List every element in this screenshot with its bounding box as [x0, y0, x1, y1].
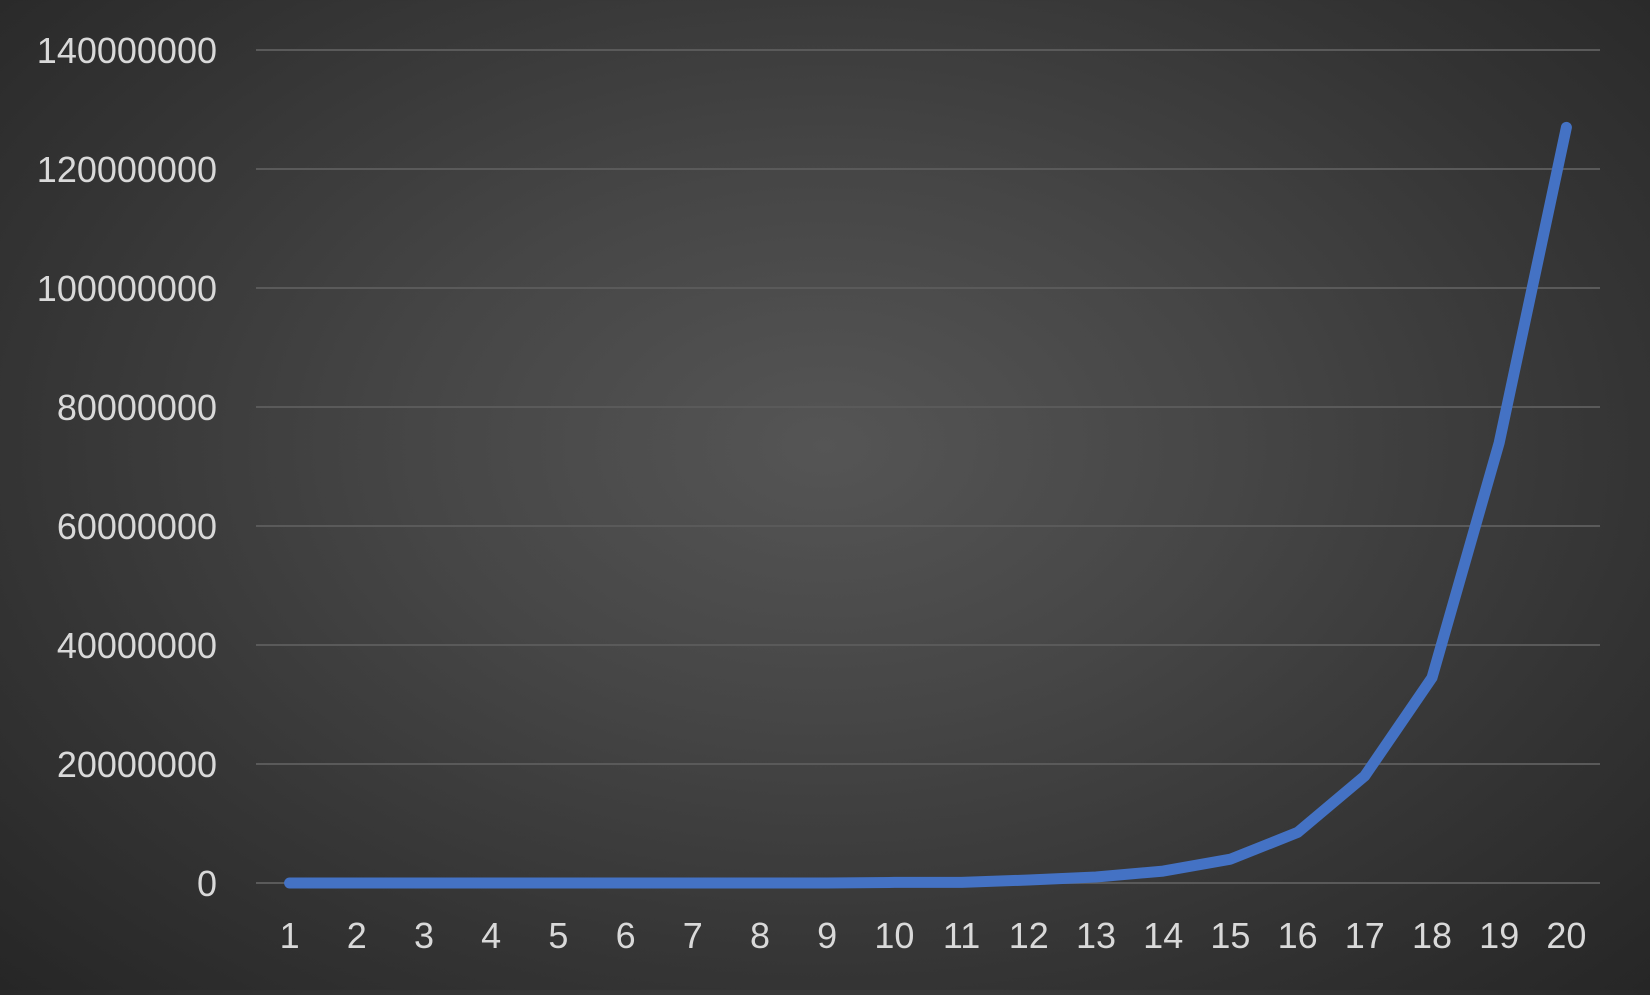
x-tick-label: 18: [1412, 915, 1452, 956]
x-tick-label: 5: [548, 915, 568, 956]
x-tick-label: 11: [943, 915, 980, 956]
x-axis-tick-labels: 1 2 3 4 5 6 7 8 9 10 11 12 13 14 15 16 17 18 19 20: [280, 915, 1587, 956]
y-tick-label: 140000000: [37, 30, 217, 71]
x-tick-label: 1: [280, 915, 300, 956]
x-tick-label: 15: [1210, 915, 1250, 956]
x-tick-label: 17: [1345, 915, 1385, 956]
y-tick-label: 20000000: [57, 744, 217, 785]
y-tick-label: 120000000: [37, 149, 217, 190]
y-tick-label: 0: [197, 863, 217, 904]
x-tick-label: 12: [1009, 915, 1049, 956]
x-tick-label: 3: [414, 915, 434, 956]
y-tick-label: 100000000: [37, 268, 217, 309]
gridlines: [256, 49, 1600, 884]
x-tick-label: 19: [1479, 915, 1519, 956]
y-axis-tick-labels: 0 20000000 40000000 60000000 80000000 1000000…: [37, 30, 217, 904]
y-tick-label: 40000000: [57, 625, 217, 666]
series-layer: [284, 121, 1572, 889]
x-tick-label: 13: [1076, 915, 1116, 956]
x-tick-label: 10: [874, 915, 914, 956]
y-tick-label: 80000000: [57, 387, 217, 428]
x-tick-label: 9: [817, 915, 837, 956]
x-tick-label: 6: [616, 915, 636, 956]
x-tick-label: 2: [347, 915, 367, 956]
x-tick-label: 14: [1143, 915, 1183, 956]
series-line-0: [284, 121, 1572, 889]
x-tick-label: 16: [1278, 915, 1318, 956]
x-tick-label: 7: [683, 915, 703, 956]
x-tick-label: 20: [1546, 915, 1586, 956]
y-tick-label: 60000000: [57, 506, 217, 547]
x-tick-label: 4: [481, 915, 501, 956]
x-tick-label: 8: [750, 915, 770, 956]
